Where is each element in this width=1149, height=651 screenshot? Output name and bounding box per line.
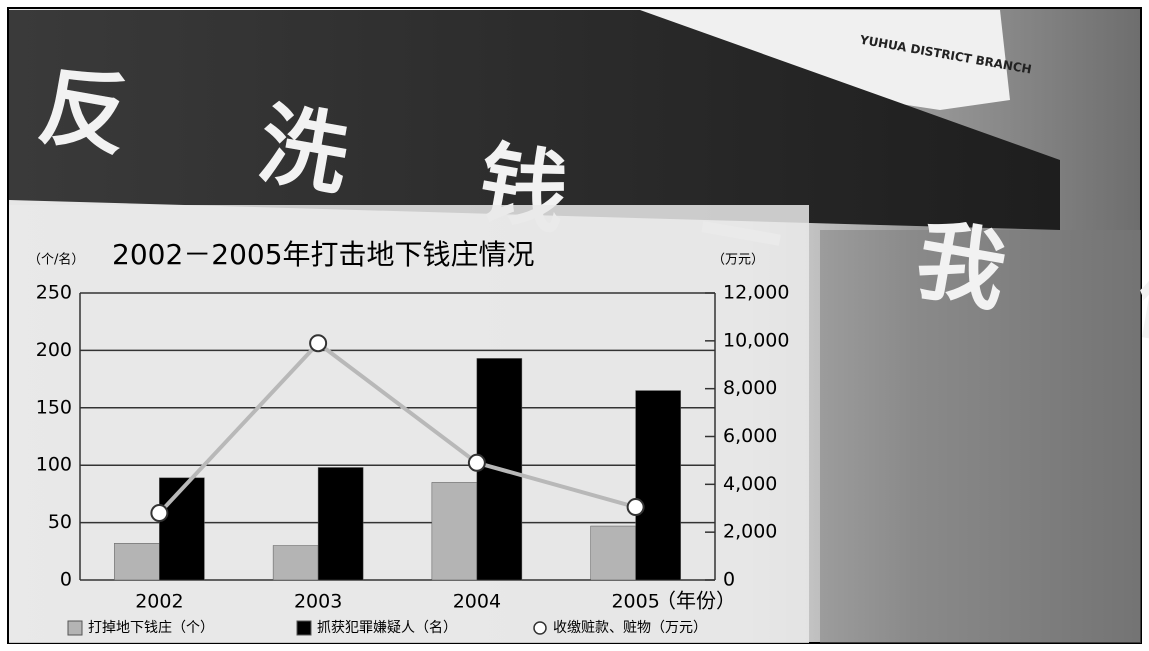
y-tick-label: 50 [48, 511, 72, 533]
y2-axis-label: （万元） [712, 253, 764, 268]
line-point [626, 498, 645, 517]
y2-tick-label: 8,000 [723, 377, 777, 399]
legend-label: 收缴赃款、赃物（万元） [553, 620, 707, 636]
y2-tick-label: 10,000 [723, 329, 789, 351]
line-point [309, 334, 328, 353]
photo-street [820, 230, 1141, 643]
x-tick-label: 2005 [611, 591, 659, 613]
y-tick-label: 200 [36, 339, 72, 361]
bar [590, 525, 636, 581]
y-axis-label: （个/名） [28, 252, 84, 268]
bar [635, 390, 681, 581]
y-tick-label: 150 [36, 396, 72, 418]
line [157, 340, 637, 515]
x-axis-label: （年份） [656, 589, 736, 613]
bar [317, 467, 364, 581]
legend-label: 抓获犯罪嫌疑人（名） [317, 620, 457, 636]
x-tick-label: 2003 [294, 591, 342, 613]
line-point [467, 453, 486, 472]
legend-marker [296, 620, 312, 636]
legend-label: 打掉地下钱庄（个） [88, 619, 214, 636]
x-tick-label: 2004 [453, 591, 501, 613]
bar [431, 482, 478, 581]
bar [272, 545, 319, 581]
y-tick-label: 0 [60, 569, 72, 591]
x-tick-label: 2002 [135, 591, 183, 613]
y2-tick-label: 12,000 [723, 282, 789, 304]
y2-tick-label: 6,000 [723, 425, 777, 447]
y-tick-label: 100 [36, 454, 72, 476]
bar [114, 543, 160, 581]
y2-tick-label: 2,000 [723, 521, 777, 543]
y2-tick-label: 0 [723, 569, 735, 591]
line-point [150, 504, 169, 523]
bar [159, 477, 205, 581]
photo-banner [9, 10, 1060, 230]
legend-marker [533, 621, 547, 635]
y2-tick-label: 4,000 [723, 473, 777, 495]
y-tick-label: 250 [36, 282, 72, 304]
chart-title: 2002－2005年打击地下钱庄情况 [112, 238, 535, 271]
legend-marker [67, 620, 83, 636]
